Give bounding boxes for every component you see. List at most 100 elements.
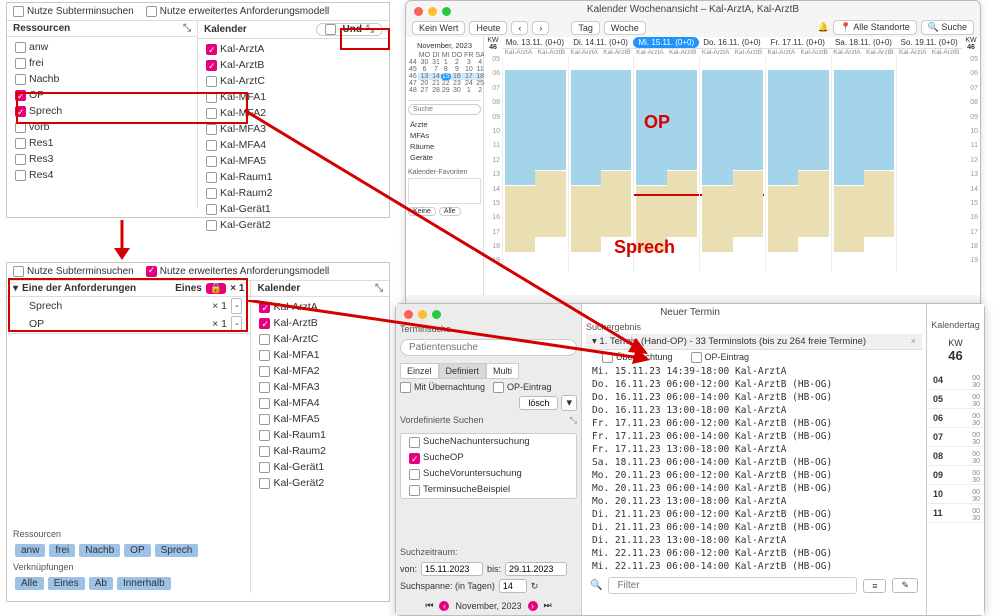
patient-search[interactable] [400, 339, 577, 356]
sidebar-item[interactable]: Ärzte [408, 119, 481, 130]
day-hour-slot[interactable]: 09 0030 [927, 466, 984, 485]
page-prev-icon[interactable]: ‹ [439, 601, 449, 611]
list-item[interactable]: Kal-MFA1 [251, 347, 389, 363]
opt-subtermin[interactable]: Nutze Subterminsuchen [13, 6, 134, 17]
list-item[interactable]: Kal-Gerät1 [198, 201, 389, 217]
sidebar-item[interactable]: Geräte [408, 152, 481, 163]
list-item[interactable]: SucheOP [401, 450, 576, 466]
bell-icon[interactable]: 🔔 [818, 22, 829, 33]
result-row[interactable]: Di. 21.11.23 06:00-12:00 Kal-ArztB (HB-O… [586, 508, 922, 521]
day-column[interactable] [765, 56, 831, 272]
list-item[interactable]: frei [7, 55, 197, 71]
result-row[interactable]: Mo. 20.11.23 06:00-14:00 Kal-ArztB (HB-O… [586, 482, 922, 495]
list-item[interactable]: SucheVoruntersuchung [401, 466, 576, 482]
von-input[interactable] [421, 562, 483, 576]
filter-input[interactable] [608, 577, 857, 594]
uebernacht-chk[interactable]: Mit Übernachtung [400, 382, 485, 393]
opt-subtermin2[interactable]: Nutze Subterminsuchen [13, 266, 134, 277]
next-icon[interactable]: › [532, 21, 549, 35]
result-row[interactable]: Mo. 20.11.23 06:00-12:00 Kal-ArztB (HB-O… [586, 469, 922, 482]
day-column[interactable] [896, 56, 962, 272]
result-row[interactable]: Sa. 18.11.23 06:00-14:00 Kal-ArztB (HB-O… [586, 456, 922, 469]
list-item[interactable]: Nachb [7, 71, 197, 87]
menu-icon[interactable]: ≡ [863, 579, 886, 593]
und-toggle[interactable]: Und ⤡ [316, 23, 383, 36]
opt-erweitert[interactable]: Nutze erweitertes Anforderungsmodell [146, 6, 330, 17]
day-column[interactable] [831, 56, 897, 272]
day-hour-slot[interactable]: 11 0030 [927, 504, 984, 523]
expand-icon[interactable]: ⤡ [375, 283, 383, 294]
result-row[interactable]: Do. 16.11.23 13:00-18:00 Kal-ArztA [586, 404, 922, 417]
search-mode-tab[interactable]: Einzel [400, 363, 439, 379]
tag-innerhalb[interactable]: Innerhalb [117, 577, 171, 590]
result-row[interactable]: Mi. 22.11.23 06:00-14:00 Kal-ArztB (HB-O… [586, 560, 922, 573]
result-row[interactable]: Mi. 15.11.23 14:39-18:00 Kal-ArztA [586, 365, 922, 378]
result-row[interactable]: Fr. 17.11.23 06:00-12:00 Kal-ArztB (HB-O… [586, 417, 922, 430]
page-first-icon[interactable]: ⏮ [425, 600, 433, 611]
requirement-row[interactable]: Sprech× 1 - [7, 297, 250, 315]
cal-search[interactable]: 🔍 Suche [921, 20, 974, 35]
list-item[interactable]: Kal-MFA5 [198, 153, 389, 169]
refresh-icon[interactable]: ↻ [531, 581, 539, 592]
list-item[interactable]: SucheNachuntersuchung [401, 434, 576, 450]
day-header[interactable]: Do. 16.11. (0+0) [699, 37, 765, 48]
tag-anw[interactable]: anw [15, 544, 45, 557]
list-item[interactable]: Kal-ArztA [198, 41, 389, 57]
list-item[interactable]: Kal-Raum1 [251, 427, 389, 443]
list-item[interactable]: Kal-MFA2 [198, 105, 389, 121]
search-mode-tab[interactable]: Definiert [439, 363, 487, 379]
day-header[interactable]: Fr. 17.11. (0+0) [765, 37, 831, 48]
tag-tab[interactable]: Tag [571, 21, 600, 35]
page-next-icon[interactable]: › [528, 601, 538, 611]
list-item[interactable]: Kal-MFA3 [251, 379, 389, 395]
result-row[interactable]: Do. 16.11.23 06:00-14:00 Kal-ArztB (HB-O… [586, 391, 922, 404]
bis-input[interactable] [505, 562, 567, 576]
result-row[interactable]: Fr. 17.11.23 06:00-14:00 Kal-ArztB (HB-O… [586, 430, 922, 443]
list-item[interactable]: Res4 [7, 167, 197, 183]
list-item[interactable]: Kal-MFA3 [198, 121, 389, 137]
list-item[interactable]: Res1 [7, 135, 197, 151]
sidebar-item[interactable]: Räume [408, 141, 481, 152]
result-row[interactable]: Di. 21.11.23 06:00-14:00 Kal-ArztB (HB-O… [586, 521, 922, 534]
search-mode-tab[interactable]: Multi [486, 363, 519, 379]
list-item[interactable]: Kal-Raum1 [198, 169, 389, 185]
expand-icon[interactable]: ⤡ [183, 23, 191, 34]
day-column[interactable] [699, 56, 765, 272]
list-item[interactable]: Kal-MFA2 [251, 363, 389, 379]
kein-wert-chip[interactable]: Kein Wert [412, 21, 465, 35]
list-item[interactable]: Kal-MFA5 [251, 411, 389, 427]
day-header[interactable]: Mo. 13.11. (0+0) [502, 37, 568, 48]
list-item[interactable]: Kal-MFA4 [198, 137, 389, 153]
list-item[interactable]: Kal-Gerät2 [198, 217, 389, 233]
tag-ab[interactable]: Ab [89, 577, 113, 590]
day-header[interactable]: So. 19.11. (0+0) [896, 37, 962, 48]
day-header[interactable]: Sa. 18.11. (0+0) [831, 37, 897, 48]
list-item[interactable]: Kal-ArztC [251, 331, 389, 347]
spanne-input[interactable] [499, 579, 527, 593]
list-item[interactable]: Kal-Raum2 [251, 443, 389, 459]
expand-icon[interactable]: ⤡ [570, 415, 577, 426]
list-item[interactable]: Kal-ArztB [251, 315, 389, 331]
list-item[interactable]: Kal-Gerät2 [251, 475, 389, 491]
day-hour-slot[interactable]: 10 0030 [927, 485, 984, 504]
result-row[interactable]: Mo. 20.11.23 13:00-18:00 Kal-ArztA [586, 495, 922, 508]
mini-search[interactable] [408, 104, 481, 115]
day-column[interactable] [502, 56, 568, 272]
list-item[interactable]: Res3 [7, 151, 197, 167]
close-icon[interactable]: × [910, 336, 916, 347]
schedule-grid[interactable]: KW46 Mo. 13.11. (0+0)Di. 14.11. (0+0)Mi.… [484, 37, 980, 295]
mini-calendar[interactable]: November, 2023 MODIMIDOFRSASO44303112345… [406, 37, 484, 295]
list-item[interactable]: Kal-Raum2 [198, 185, 389, 201]
tag-nachb[interactable]: Nachb [79, 544, 120, 557]
list-item[interactable]: anw [7, 39, 197, 55]
day-hour-slot[interactable]: 04 0030 [927, 371, 984, 390]
lock-icon[interactable]: 🔒 [206, 283, 226, 294]
prev-icon[interactable]: ‹ [511, 21, 528, 35]
list-item[interactable]: Kal-ArztA [251, 299, 389, 315]
opt-erweitert2[interactable]: Nutze erweitertes Anforderungsmodell [146, 266, 330, 277]
tag-op[interactable]: OP [124, 544, 150, 557]
requirement-row[interactable]: OP× 1 - [7, 315, 250, 333]
day-hour-slot[interactable]: 05 0030 [927, 390, 984, 409]
list-item[interactable]: Kal-MFA4 [251, 395, 389, 411]
result-row[interactable]: Mi. 22.11.23 06:00-12:00 Kal-ArztB (HB-O… [586, 547, 922, 560]
